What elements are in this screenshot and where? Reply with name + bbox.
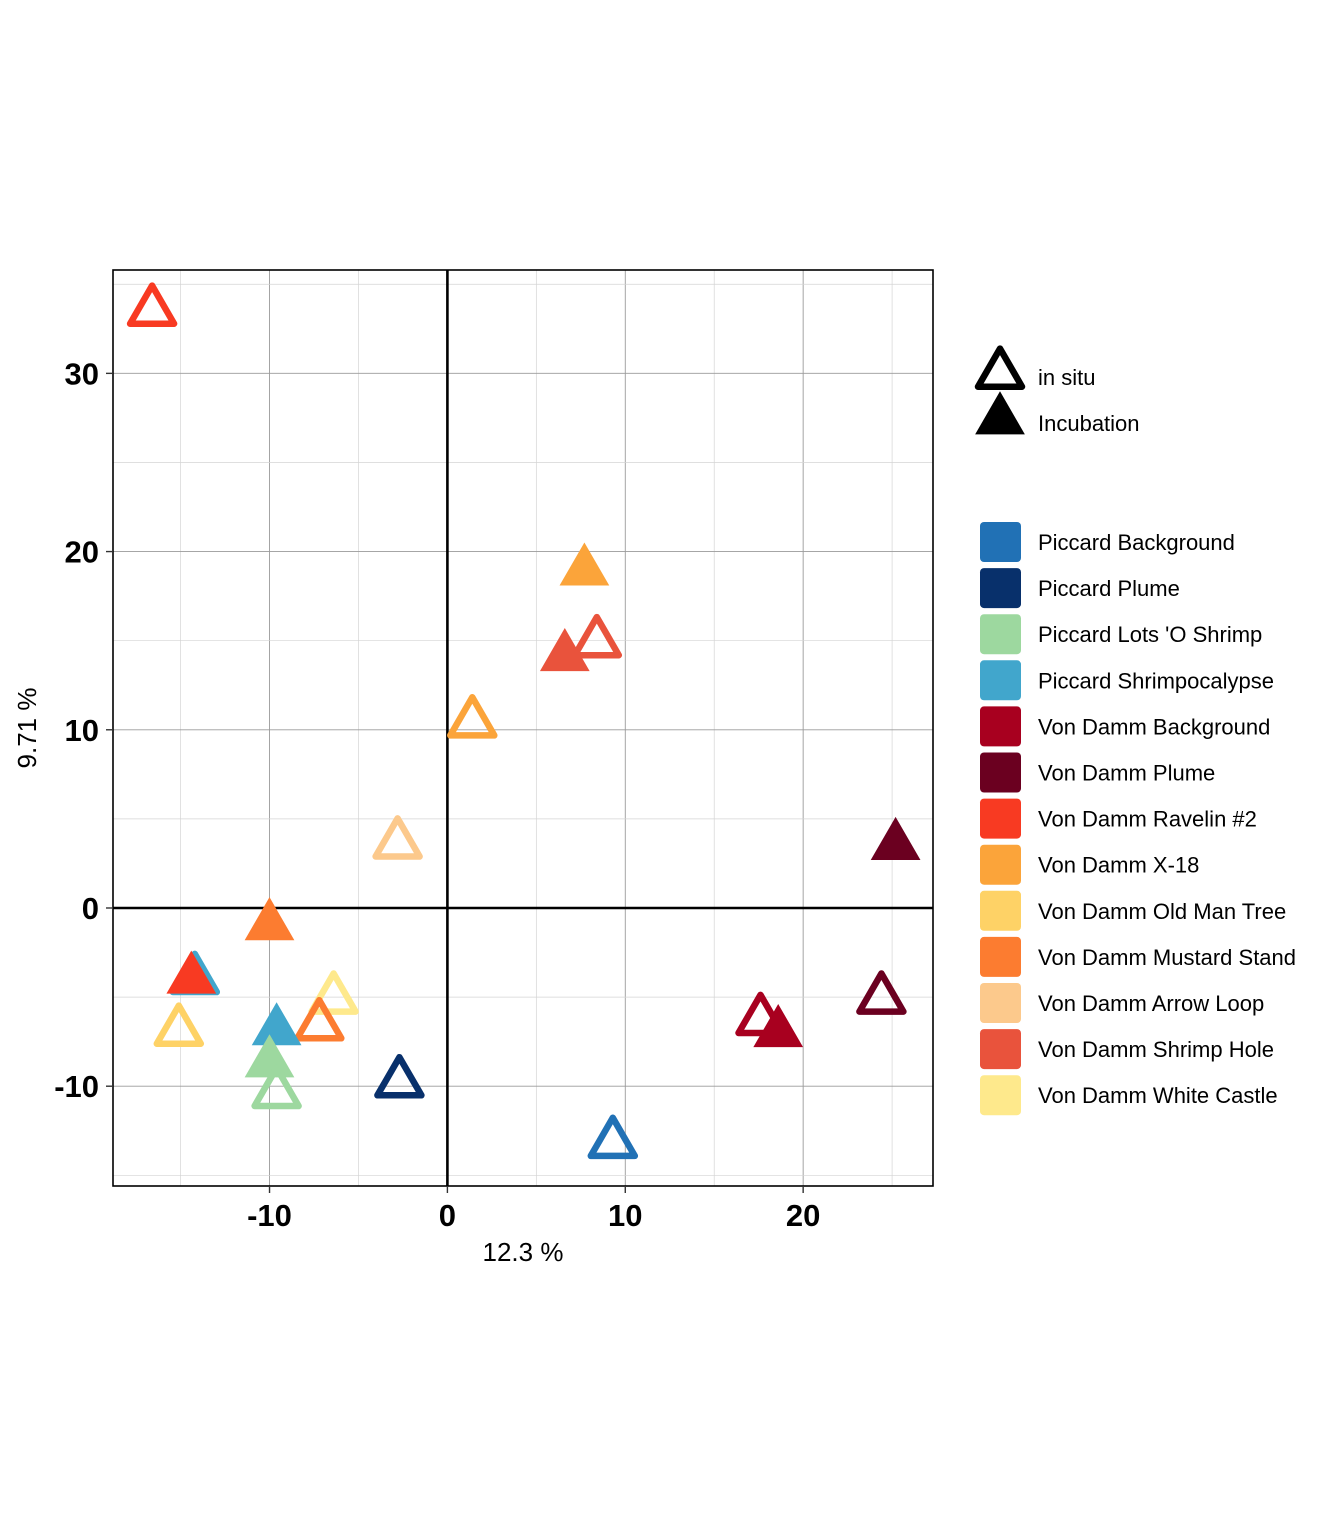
- color-legend-swatch: [980, 1075, 1021, 1116]
- open-triangle-legend-key: [974, 345, 1026, 390]
- y-tick-label: 30: [65, 356, 99, 391]
- in-situ-point: [308, 970, 359, 1015]
- y-tick-label: 10: [65, 713, 99, 748]
- color-legend-swatch: [980, 1029, 1021, 1070]
- color-legend-swatch: [980, 752, 1021, 793]
- in-situ-point: [251, 1064, 302, 1110]
- x-tick-label: 10: [608, 1198, 642, 1233]
- color-legend-swatch: [980, 568, 1021, 609]
- in-situ-point: [126, 282, 178, 327]
- in-situ-point: [153, 1002, 205, 1047]
- color-legend-label: Von Damm X-18: [1038, 853, 1199, 878]
- color-legend-swatch: [980, 936, 1021, 977]
- incubation-point: [753, 1003, 804, 1048]
- in-situ-point: [374, 1053, 425, 1099]
- color-legend-label: Piccard Background: [1038, 530, 1235, 555]
- color-legend-swatch: [980, 983, 1021, 1023]
- color-legend-swatch: [980, 798, 1021, 839]
- incubation-point: [251, 1002, 302, 1046]
- shape-legend-label: in situ: [1038, 365, 1095, 390]
- grid-lines: [113, 270, 933, 1186]
- color-legend-label: Von Damm Background: [1038, 714, 1270, 739]
- y-tick-label: 0: [82, 891, 99, 926]
- color-legend-label: Piccard Lots 'O Shrimp: [1038, 622, 1262, 647]
- color-legend-swatch: [980, 522, 1021, 562]
- color-legend-swatch: [980, 706, 1021, 747]
- axis-ticks: -10 0 10 20 -10 0 10 20 30: [54, 356, 820, 1233]
- color-legend-label: Von Damm Arrow Loop: [1038, 991, 1264, 1016]
- in-situ-point: [856, 970, 907, 1015]
- shape-legend: in situ Incubation: [974, 345, 1140, 436]
- color-legend-swatch: [980, 844, 1021, 885]
- color-legend-label: Piccard Plume: [1038, 576, 1180, 601]
- in-situ-point: [571, 613, 623, 659]
- in-situ-point: [735, 991, 786, 1037]
- shape-legend-label: Incubation: [1038, 411, 1140, 436]
- color-legend-label: Von Damm Old Man Tree: [1038, 899, 1286, 924]
- color-legend-label: Piccard Shrimpocalypse: [1038, 668, 1274, 693]
- plot-panel-border: [112, 269, 934, 1187]
- color-legend-label: Von Damm Plume: [1038, 761, 1215, 786]
- color-legend-swatch: [980, 614, 1021, 655]
- data-points: [126, 282, 921, 1160]
- color-legend: Piccard Background Piccard Plume Piccard L…: [980, 522, 1296, 1116]
- y-tick-label: 20: [65, 535, 99, 570]
- y-axis-title: 9.71 %: [12, 688, 42, 769]
- y-tick-label: -10: [54, 1069, 99, 1104]
- x-tick-label: 20: [786, 1198, 820, 1233]
- in-situ-point: [294, 996, 345, 1042]
- in-situ-point: [587, 1114, 639, 1160]
- incubation-point: [244, 897, 295, 941]
- x-axis-title: 12.3 %: [483, 1237, 564, 1267]
- color-legend-label: Von Damm Shrimp Hole: [1038, 1037, 1274, 1062]
- incubation-point: [870, 816, 921, 860]
- in-situ-point: [447, 694, 498, 739]
- incubation-point: [539, 627, 590, 672]
- color-legend-swatch: [980, 660, 1021, 701]
- color-legend-swatch: [980, 890, 1021, 931]
- incubation-point: [559, 542, 610, 586]
- color-legend-label: Von Damm White Castle: [1038, 1083, 1278, 1108]
- filled-triangle-legend-key: [975, 391, 1025, 435]
- x-tick-label: 0: [439, 1198, 456, 1233]
- color-legend-label: Von Damm Mustard Stand: [1038, 945, 1296, 970]
- incubation-point: [166, 950, 217, 994]
- in-situ-point: [372, 815, 423, 860]
- x-tick-label: -10: [247, 1198, 292, 1233]
- color-legend-label: Von Damm Ravelin #2: [1038, 807, 1257, 832]
- zero-lines: [113, 270, 933, 1186]
